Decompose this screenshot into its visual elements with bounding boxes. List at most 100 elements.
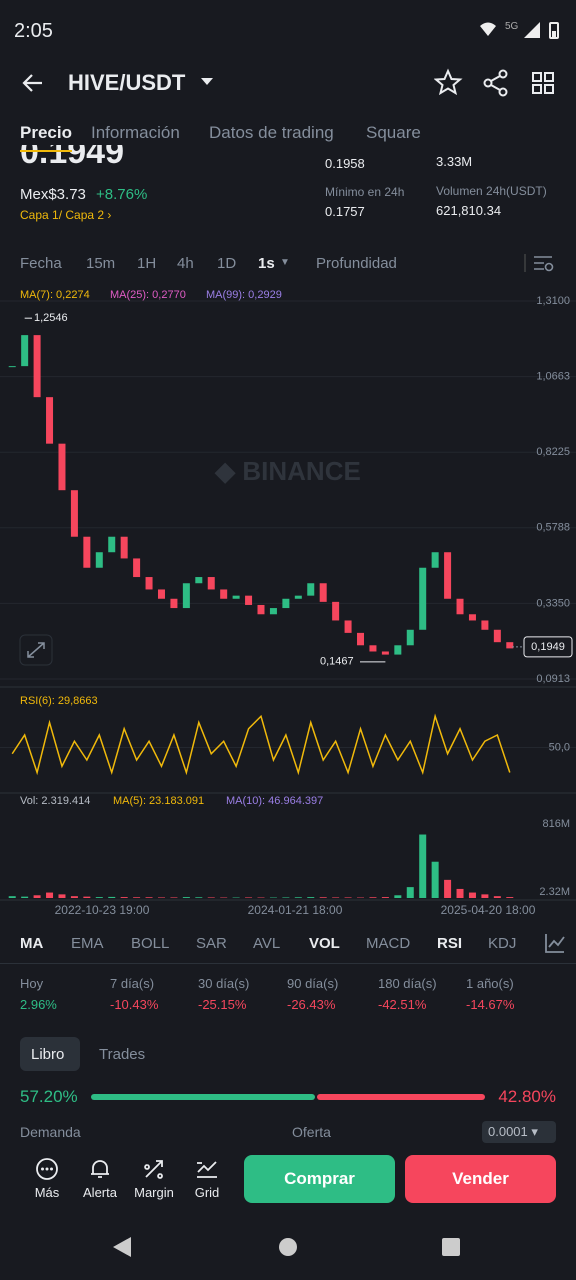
tab-underline — [20, 150, 72, 152]
book-tab[interactable]: Libro — [31, 1046, 65, 1063]
action-label[interactable]: Margin — [134, 1185, 174, 1200]
action-icon[interactable] — [88, 1157, 112, 1181]
indicator[interactable]: AVL — [253, 935, 281, 952]
vol-tick-label: 816M — [542, 818, 570, 830]
tab[interactable]: Información — [91, 123, 180, 142]
action-icon[interactable] — [142, 1157, 166, 1181]
ask-label: Oferta — [292, 1124, 331, 1140]
tab[interactable]: Datos de trading — [209, 123, 334, 142]
interval[interactable]: Profundidad — [316, 255, 397, 272]
step-select[interactable]: 0.0001 ▾ — [482, 1121, 556, 1143]
interval[interactable]: 1s — [258, 255, 275, 272]
last-label: 0,1949 — [531, 641, 565, 653]
candle — [170, 598, 178, 609]
action-icon[interactable] — [35, 1157, 59, 1181]
action-icon[interactable] — [195, 1157, 219, 1181]
candle — [232, 595, 240, 599]
candle — [419, 567, 427, 630]
vol-label: Vol: 2.319.414 — [20, 795, 90, 807]
x-tick-label: 2025-04-20 18:00 — [441, 903, 536, 917]
volume-bar — [21, 896, 29, 898]
indicator[interactable]: EMA — [71, 935, 104, 952]
indicator-settings[interactable] — [544, 932, 566, 954]
back-button[interactable] — [20, 70, 46, 96]
candle — [157, 589, 165, 599]
indicator[interactable]: BOLL — [131, 935, 170, 952]
perf-label: 1 año(s) — [466, 976, 514, 991]
interval[interactable]: Fecha — [20, 255, 62, 272]
sell-button[interactable]: Vender — [405, 1155, 556, 1203]
y-tick-label: 1,0663 — [536, 370, 570, 382]
tab[interactable]: Square — [366, 123, 421, 142]
volume-bar — [245, 897, 253, 898]
pair-caret[interactable] — [200, 77, 214, 87]
y-tick-label: 0,0913 — [536, 673, 570, 685]
ma-label: MA(25): 0,2770 — [110, 289, 186, 301]
interval[interactable]: 15m — [86, 255, 116, 272]
candle — [269, 608, 277, 615]
volume-bar — [83, 896, 91, 898]
tags-text[interactable]: Capa 1/ Capa 2 — [20, 208, 105, 222]
candle — [332, 601, 340, 621]
candle — [182, 583, 190, 609]
high-value: 0.1958 — [325, 156, 365, 171]
candle — [406, 629, 414, 646]
candle — [33, 335, 41, 398]
fiat-price: Mex$3.73 — [20, 186, 86, 203]
indicator[interactable]: VOL — [309, 935, 340, 952]
interval[interactable]: 4h — [177, 255, 194, 272]
candle — [294, 595, 302, 599]
volume-bar — [8, 896, 16, 898]
vol-label: MA(10): 46.964.397 — [226, 795, 323, 807]
y-tick-label: 0,5788 — [536, 522, 570, 534]
candle — [468, 614, 476, 621]
indicator[interactable]: RSI — [437, 935, 463, 952]
volume-bar — [419, 834, 427, 898]
candle — [58, 443, 66, 491]
sell-ratio: 42.80% — [498, 1087, 556, 1106]
indicator[interactable]: KDJ — [488, 935, 517, 952]
trades-tab[interactable]: Trades — [99, 1046, 146, 1063]
buy-button[interactable]: Comprar — [244, 1155, 395, 1203]
volume-bar — [58, 894, 66, 898]
perf-value: -42.51% — [378, 997, 427, 1012]
pair-title[interactable]: HIVE/USDT — [68, 70, 186, 95]
tab[interactable]: Precio — [20, 123, 72, 142]
low-value: 0.1757 — [325, 204, 365, 219]
candle — [481, 620, 489, 630]
interval[interactable]: 1D — [217, 255, 237, 272]
buy-bar — [91, 1094, 316, 1100]
perf-label: Hoy — [20, 976, 44, 991]
vol-label: MA(5): 23.183.091 — [113, 795, 204, 807]
action-label[interactable]: Grid — [194, 1185, 220, 1200]
candle — [83, 536, 91, 568]
tags[interactable]: Capa 1/ Capa 2 › — [20, 208, 112, 222]
book-tab-bg — [20, 1037, 80, 1071]
volume-bar — [70, 896, 78, 898]
indicator[interactable]: MACD — [366, 935, 411, 952]
low-label: Mínimo en 24h — [325, 185, 405, 199]
candle — [357, 632, 365, 646]
volume-bar — [394, 895, 402, 898]
y-tick-label: 0,8225 — [536, 446, 570, 458]
indicator[interactable]: SAR — [196, 935, 227, 952]
chart-settings[interactable] — [522, 252, 556, 274]
action-label[interactable]: Más — [34, 1185, 60, 1200]
volume-bar — [294, 897, 302, 898]
candle — [344, 620, 352, 633]
vol-tick-label: 2.32M — [539, 886, 570, 898]
nav-bar — [113, 1237, 460, 1257]
step-value[interactable]: 0.0001 — [488, 1124, 528, 1139]
action-label[interactable]: Alerta — [83, 1185, 117, 1200]
ratio-bar — [91, 1094, 485, 1100]
candle — [8, 366, 16, 368]
header-icons[interactable] — [434, 68, 564, 98]
candle — [46, 397, 54, 444]
interval[interactable]: 1H — [137, 255, 157, 272]
volume-bar — [493, 896, 501, 898]
indicator[interactable]: MA — [20, 935, 44, 952]
candle — [456, 598, 464, 615]
perf-value: 2.96% — [20, 997, 57, 1012]
candle — [207, 577, 215, 590]
